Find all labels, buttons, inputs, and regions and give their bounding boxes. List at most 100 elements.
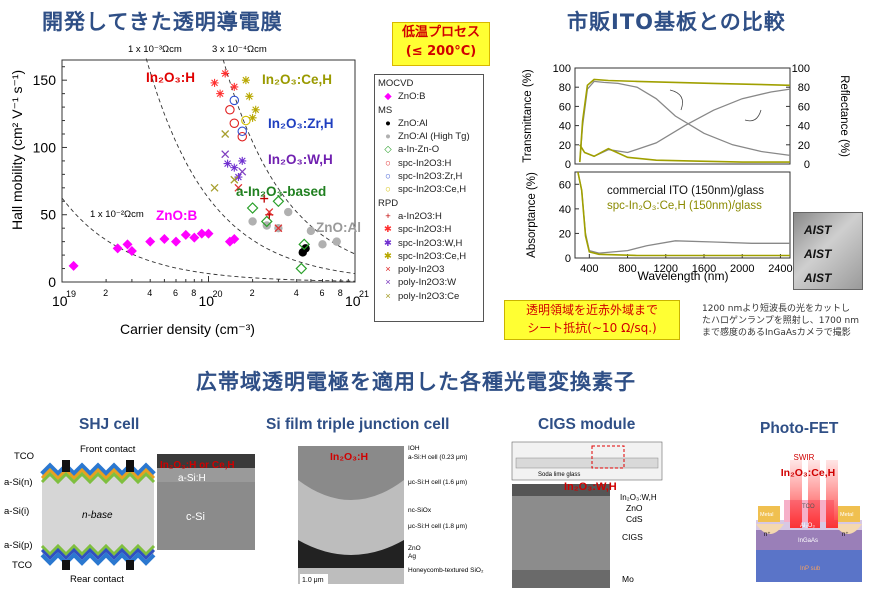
label-ucsi-cell-1: μc-Si:H cell (1.6 μm) <box>408 479 467 486</box>
x-minor-label: 6 <box>319 288 324 298</box>
swir-beam-1 <box>790 460 802 528</box>
legend-item: × poly-In2O3 <box>378 263 480 276</box>
x-minor-label: 4 <box>147 288 152 298</box>
label-zno: ZnO <box>626 503 643 513</box>
legend-item: ○ spc-In2O3:Zr,H <box>378 170 480 183</box>
front-tco-layer <box>40 462 156 478</box>
x-minor-label: 6 <box>173 288 178 298</box>
shj-cell-diagram: Front contact TCO a-Si(n) a-Si(i) a-Si(p… <box>4 444 255 585</box>
legend-marker-icon: × <box>385 277 391 289</box>
top-right-tick-label: 100 <box>792 63 810 75</box>
label-metal-left: Metal <box>760 512 773 518</box>
data-point <box>221 150 230 159</box>
data-point <box>234 183 243 192</box>
x-tick-label: 10 <box>199 293 215 309</box>
data-point <box>223 159 232 168</box>
mobility-chart: 1 x 10⁻³Ωcm 3 x 10⁻⁴Ωcm 1 x 10⁻²Ωcm 0 50 100 1… <box>9 44 369 337</box>
data-point <box>68 260 79 271</box>
legend-label: poly-In2O3:W <box>398 277 457 289</box>
data-point <box>221 69 230 78</box>
legend-section-header: MOCVD <box>378 78 414 89</box>
label-icoh: In₂O₃:Ce,H <box>781 467 835 479</box>
top-left-tick-label: 100 <box>553 63 571 75</box>
triple-top-layer <box>298 446 404 500</box>
data-point <box>245 92 254 101</box>
camera-note-line: まで感度のあるInGaAsカメラで撮影 <box>702 328 851 338</box>
x-axis-label: Carrier density (cm⁻³) <box>120 321 255 337</box>
data-point <box>112 243 123 254</box>
legend-label: spc-In2O3:H <box>398 157 452 169</box>
legend-label: spc-In2O3:W,H <box>398 237 463 249</box>
top-right-tick-label: 0 <box>804 159 810 171</box>
legend-marker-icon: ● <box>385 117 391 129</box>
low-temp-box: 低温プロセス (≤ 200°C) <box>392 22 490 66</box>
x-tick-label: 2400 <box>768 263 792 275</box>
ingaas-layer <box>756 530 862 550</box>
x-tick-label: 1600 <box>692 263 716 275</box>
x-minor-label: 8 <box>338 288 343 298</box>
front-asi-i-layer <box>40 471 156 485</box>
legend-marker-icon: × <box>385 290 391 302</box>
x-tick-exponent: 19 <box>66 289 76 299</box>
x-minor-label: 2 <box>103 288 108 298</box>
series-line <box>577 171 790 257</box>
shj-tem-csi <box>157 482 255 550</box>
legend-label: spc-In2O3:Ce,H <box>398 184 467 196</box>
label-asi-n: a-Si(n) <box>4 477 33 488</box>
data-point <box>230 82 239 91</box>
y-tick-label: 100 <box>33 139 57 155</box>
legend-item: ○ spc-In2O3:H <box>378 157 480 170</box>
label-mo: Mo <box>622 574 634 584</box>
data-point <box>145 236 156 247</box>
legend-marker-icon: ● <box>385 131 391 143</box>
legend-marker-icon: ✱ <box>384 237 392 249</box>
label-soda-lime: Soda lime glass <box>538 472 580 478</box>
data-point <box>248 217 257 226</box>
x-tick-label: 1200 <box>654 263 678 275</box>
label-csi: c-Si <box>186 511 205 523</box>
label-iwoh: In₂O₃:W,H <box>620 493 657 502</box>
swir-beam-2 <box>808 460 820 528</box>
data-point <box>251 105 260 114</box>
rear-contact-right <box>126 560 134 570</box>
top-left-axis-label: Transmittance (%) <box>522 69 534 163</box>
legend-label: spc-In2O3:H <box>398 224 452 236</box>
data-point <box>229 233 240 244</box>
data-point <box>203 228 214 239</box>
x-tick-exponent: 21 <box>359 289 369 299</box>
data-point <box>126 246 137 257</box>
legend-label: ZnO:B <box>398 91 426 103</box>
data-point <box>332 237 341 246</box>
y-tick-label: 150 <box>33 72 57 88</box>
label-asi-i: a-Si(i) <box>4 506 29 517</box>
resistivity-label: 1 x 10⁻³Ωcm <box>128 44 182 55</box>
data-point <box>265 208 274 216</box>
right-title: 市販ITO基板との比較 <box>567 10 786 34</box>
x-minor-label: 4 <box>294 288 299 298</box>
label-n-base: n-base <box>82 510 113 521</box>
n-base-region <box>42 474 154 554</box>
data-point <box>298 238 311 251</box>
plot-frame <box>61 59 356 283</box>
data-point <box>295 262 308 275</box>
camera-note-line: 1200 nmより短波長の光をカットし <box>702 304 851 314</box>
data-point <box>284 207 293 217</box>
metal-right <box>838 506 860 522</box>
legend-label: spc-In2O3:Zr,H <box>398 171 463 183</box>
x-tick-label: 800 <box>618 263 636 275</box>
data-point <box>237 126 248 137</box>
legend-label: spc-In2O3:Ce,H <box>398 250 467 262</box>
legend-marker-icon: ✱ <box>384 250 392 262</box>
bottom-tick-label: 0 <box>565 253 571 265</box>
data-point <box>246 202 259 214</box>
rear-asi-p-layer <box>40 547 156 561</box>
data-point <box>306 226 316 236</box>
y-axis-label: Hall mobility (cm² V⁻¹ s⁻¹) <box>9 70 25 230</box>
chart-legend: MOCVD ◆ ZnO:B MS ● ZnO:Al ● ZnO:Al (High Tg) ◇ a-… <box>374 74 484 322</box>
top-left-tick-label: 0 <box>565 159 571 171</box>
label-nplus-left: n⁺ <box>764 531 771 538</box>
data-point <box>260 215 273 228</box>
rear-asi-i-layer <box>40 543 156 557</box>
legend-label: a-In-Zn-O <box>398 144 440 156</box>
metal-left <box>758 506 780 522</box>
